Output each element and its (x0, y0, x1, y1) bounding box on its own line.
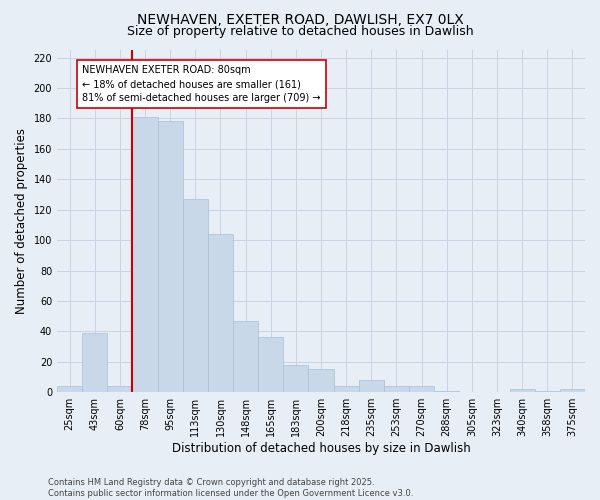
Bar (107, 386, 133, 392)
Bar (258, 338, 283, 392)
Bar (434, 390, 459, 392)
X-axis label: Distribution of detached houses by size in Dawlish: Distribution of detached houses by size … (172, 442, 470, 455)
Bar (208, 234, 233, 392)
Bar (409, 386, 434, 392)
Y-axis label: Number of detached properties: Number of detached properties (15, 128, 28, 314)
Text: NEWHAVEN EXETER ROAD: 80sqm
← 18% of detached houses are smaller (161)
81% of se: NEWHAVEN EXETER ROAD: 80sqm ← 18% of det… (82, 65, 320, 103)
Bar (283, 365, 308, 392)
Bar (183, 199, 208, 392)
Bar (233, 320, 258, 392)
Bar (133, 117, 158, 392)
Bar (384, 386, 409, 392)
Bar (82, 333, 107, 392)
Text: Contains HM Land Registry data © Crown copyright and database right 2025.
Contai: Contains HM Land Registry data © Crown c… (48, 478, 413, 498)
Bar (359, 380, 384, 392)
Bar (308, 370, 334, 392)
Bar (334, 386, 359, 392)
Bar (158, 122, 183, 392)
Bar (57, 386, 82, 392)
Bar (509, 389, 535, 392)
Text: Size of property relative to detached houses in Dawlish: Size of property relative to detached ho… (127, 25, 473, 38)
Bar (560, 389, 585, 392)
Text: NEWHAVEN, EXETER ROAD, DAWLISH, EX7 0LX: NEWHAVEN, EXETER ROAD, DAWLISH, EX7 0LX (137, 12, 463, 26)
Bar (535, 390, 560, 392)
